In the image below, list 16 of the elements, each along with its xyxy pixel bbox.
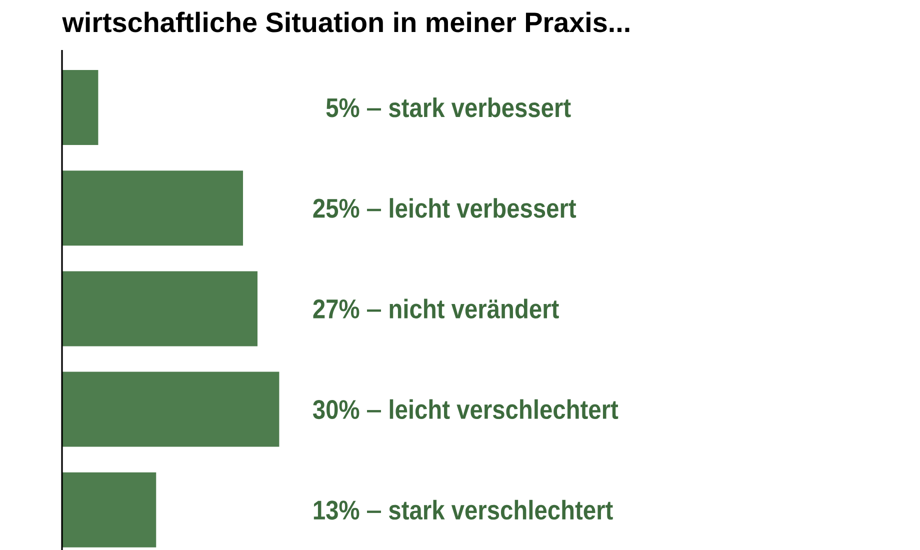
bar xyxy=(62,271,258,346)
data-label: 25% xyxy=(313,198,360,218)
bar xyxy=(62,70,98,145)
y-tick-label: nicht verändert xyxy=(390,298,559,318)
text: wirtschaftliche Situation in meiner Praxis... xyxy=(62,12,630,32)
bar xyxy=(62,372,280,447)
data-label: 13% xyxy=(314,500,360,520)
data-label: 30% xyxy=(312,400,360,420)
y-tick-label: leicht verbessert xyxy=(390,198,576,218)
bar xyxy=(62,170,244,246)
y-tick-label: stark verschlechtert xyxy=(389,500,613,520)
y-tick-label: leicht verschlechtert xyxy=(390,399,618,420)
data-label: 5% xyxy=(326,98,360,118)
y-tick-label: stark verbessert xyxy=(389,97,571,118)
bar xyxy=(62,472,156,548)
data-label: 27% xyxy=(313,299,360,318)
